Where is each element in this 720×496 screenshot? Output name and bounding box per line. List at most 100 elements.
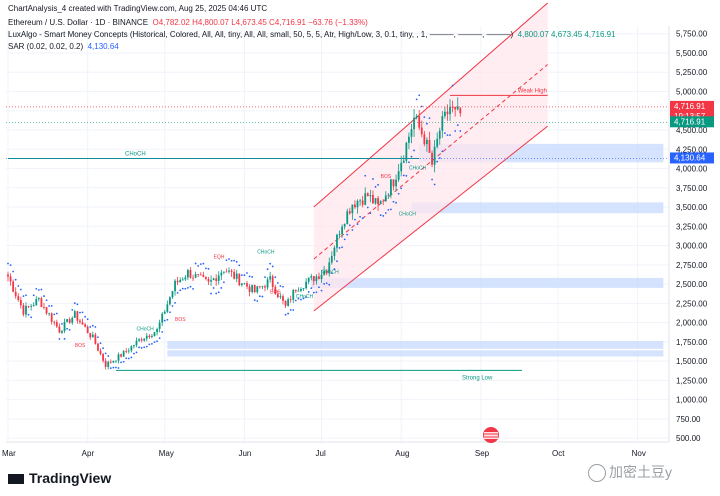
candle-body <box>197 274 200 275</box>
sar-dot <box>53 313 56 316</box>
candle-body <box>305 281 308 289</box>
sar-dot <box>426 122 428 125</box>
sar-dot <box>346 233 349 236</box>
candle-body <box>258 286 261 288</box>
candle-body <box>289 299 292 301</box>
y-tick-label: 750.00 <box>676 415 701 424</box>
sar-dot <box>253 299 256 302</box>
smc-labels: BOS CHoCH BOS EQH CHoCH BOS CHoCH CHoCH BOS CHoCH… <box>75 165 427 349</box>
sar-dot <box>246 272 248 274</box>
indicator-title[interactable]: LuxAlgo - Smart Money Concepts (Historic… <box>8 30 514 39</box>
tradingview-logo[interactable]: TradingView <box>8 470 111 486</box>
candle-body <box>444 111 446 117</box>
candle-body <box>202 274 205 277</box>
ohlc-values: O4,782.02 H4,800.07 L4,673.45 C4,716.91 … <box>152 18 368 27</box>
sar-dot <box>233 259 236 262</box>
candle-body <box>351 204 354 214</box>
candle-body <box>158 322 161 329</box>
candle-body <box>366 193 369 197</box>
candle-body <box>312 276 315 282</box>
sar-dot <box>261 295 264 298</box>
candle-body <box>410 129 413 137</box>
time-axis[interactable]: Mar Apr May Jun Jul Aug Sep Oct Nov <box>2 441 669 458</box>
candle-body <box>97 343 99 351</box>
candle-body <box>246 283 248 287</box>
price-badges: 4,716.9119:13:574,716.914,130.64 <box>6 100 714 164</box>
sar-dot <box>91 324 94 327</box>
events-flag-icon[interactable] <box>483 427 499 443</box>
sar-dot <box>392 200 395 203</box>
indicator-values: 4,800.07 4,673.45 4,716.91 <box>517 30 616 39</box>
sar-dot <box>151 342 153 345</box>
sar-dot <box>30 316 33 319</box>
x-tick-label: Mar <box>2 449 16 458</box>
candle-body <box>171 291 174 298</box>
sar-dot <box>194 262 197 265</box>
y-tick-label: 5,500.00 <box>676 49 708 58</box>
candle-body <box>348 211 351 214</box>
tradingview-mark-icon <box>8 474 24 485</box>
order-block-zone <box>311 277 664 288</box>
sar-dot <box>377 183 379 186</box>
candle-body <box>9 276 12 282</box>
candle-body <box>27 305 30 307</box>
parallel-channel[interactable] <box>313 2 549 312</box>
sar-dot <box>156 340 158 343</box>
sar-dot <box>199 263 202 266</box>
candle-body <box>222 271 225 273</box>
sar-dot <box>336 260 338 263</box>
candle-body <box>68 319 71 323</box>
sar-dot <box>384 212 387 214</box>
order-block-zone <box>167 350 664 357</box>
sar-dot <box>99 342 102 345</box>
candle-body <box>238 273 241 286</box>
smc-annotation: BOS <box>381 174 392 180</box>
sar-dot <box>192 287 194 290</box>
candle-body <box>94 334 97 344</box>
candle-body <box>405 142 408 161</box>
sar-dot <box>333 268 336 270</box>
sar-dot <box>12 270 15 273</box>
channel-lower-line <box>313 125 549 312</box>
sar-dot <box>68 328 71 331</box>
price-axis[interactable]: 500.00 750.00 1,000.00 1,250.00 1,500.00 1,75… <box>668 26 708 443</box>
symbol-title[interactable]: Ethereum / U.S. Dollar · 1D · BINANCE <box>8 18 149 27</box>
candle-body <box>428 139 431 153</box>
sar-title[interactable]: SAR (0.02, 0.02, 0.2) <box>8 42 84 51</box>
sar-dot <box>390 208 392 211</box>
sar-dot <box>382 215 385 217</box>
sar-dot <box>32 294 35 297</box>
candle-body <box>402 160 405 163</box>
sar-dot <box>433 183 436 186</box>
candle-body <box>207 278 210 282</box>
sar-dot <box>50 304 53 307</box>
smc-annotation: CHoCH <box>296 294 314 300</box>
candle-body <box>187 270 189 278</box>
sar-dot <box>61 322 63 325</box>
candle-body <box>127 350 130 352</box>
candle-body <box>282 296 284 301</box>
structure-level-label: Strong Low <box>462 375 493 381</box>
candle-body <box>423 134 426 145</box>
candle-body <box>48 313 51 315</box>
sar-dot <box>48 305 51 307</box>
candle-body <box>112 360 115 363</box>
sar-dot <box>235 260 238 263</box>
sar-dot <box>109 367 112 370</box>
sar-dot <box>415 98 418 101</box>
sar-dot <box>348 224 351 227</box>
y-tick-label: 3,500.00 <box>676 203 708 212</box>
candle-body <box>431 152 433 165</box>
sar-price-label-bg <box>670 152 714 164</box>
sar-dot <box>374 185 377 188</box>
y-tick-label: 3,000.00 <box>676 242 708 251</box>
sar-dot <box>312 291 315 294</box>
sar-dot <box>318 286 320 289</box>
sar-dot <box>238 264 241 267</box>
candle-body <box>179 280 182 283</box>
candle-body <box>14 291 17 297</box>
sar-dot <box>117 367 120 369</box>
last-price-label: 4,716.91 <box>674 102 706 111</box>
candle-body <box>274 287 277 294</box>
